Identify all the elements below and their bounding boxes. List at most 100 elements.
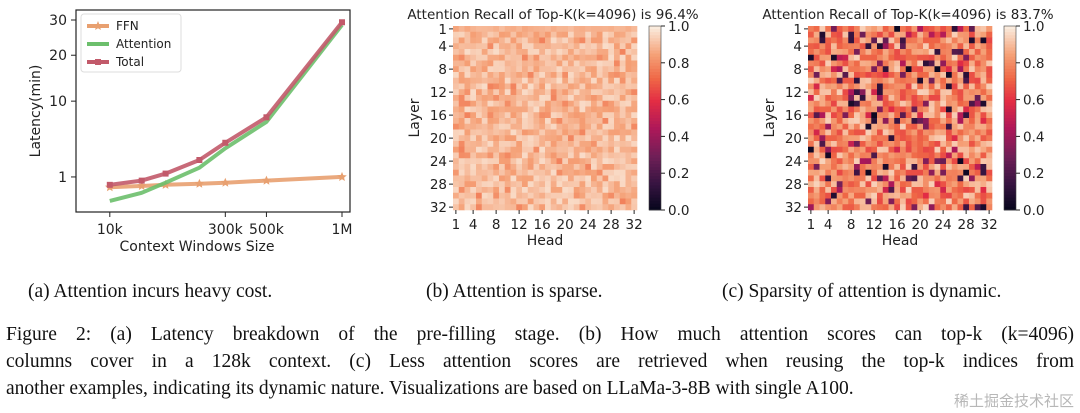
heatmap-cell bbox=[516, 26, 523, 33]
heatmap-cell bbox=[602, 49, 609, 56]
heatmap-cell bbox=[533, 60, 540, 67]
heatmap-cell bbox=[946, 95, 953, 102]
heatmap-cell bbox=[510, 37, 517, 44]
heatmap-cell bbox=[848, 106, 855, 113]
heatmap-cell bbox=[882, 83, 889, 90]
heatmap-cell bbox=[813, 204, 820, 211]
heatmap-cell bbox=[591, 89, 598, 96]
heatmap-cell bbox=[888, 72, 895, 79]
colorbar-tick-label: 0.4 bbox=[668, 129, 689, 145]
heatmap-cell bbox=[871, 26, 878, 33]
heatmap-cell bbox=[854, 164, 861, 171]
heatmap-cell bbox=[493, 106, 500, 113]
heatmap-cell bbox=[625, 135, 632, 142]
heatmap-cell bbox=[911, 95, 918, 102]
heatmap-cell bbox=[539, 204, 546, 211]
heatmap-cell bbox=[882, 198, 889, 205]
heatmap-cell bbox=[928, 146, 935, 153]
heatmap-cell bbox=[568, 169, 575, 176]
heatmap-cell bbox=[458, 141, 465, 148]
y-tick-label: 16 bbox=[430, 108, 447, 124]
heatmap-cell bbox=[453, 198, 460, 205]
heatmap-cell bbox=[946, 169, 953, 176]
y-axis-label: Layer bbox=[407, 98, 423, 137]
heatmap-cell bbox=[619, 192, 626, 199]
heatmap-cell bbox=[522, 204, 529, 211]
heatmap-cell bbox=[614, 129, 621, 136]
heatmap-cell bbox=[625, 66, 632, 73]
heatmap-cell bbox=[819, 26, 826, 33]
colorbar-segment bbox=[649, 121, 661, 125]
heatmap-cell bbox=[579, 43, 586, 50]
heatmap-cell bbox=[550, 169, 557, 176]
colorbar-segment bbox=[1004, 35, 1016, 39]
heatmap-cell bbox=[928, 152, 935, 159]
heatmap-cell bbox=[986, 95, 993, 102]
heatmap-cell bbox=[980, 187, 987, 194]
y-tick-label: 16 bbox=[785, 108, 802, 124]
heatmap-cell bbox=[865, 204, 872, 211]
heatmap-cell bbox=[510, 95, 517, 102]
heatmap-cell bbox=[854, 187, 861, 194]
x-tick-label: 24 bbox=[580, 217, 597, 233]
heatmap-cell bbox=[585, 181, 592, 188]
heatmap-cell bbox=[825, 146, 832, 153]
attention-recall-heatmap-static: Attention Recall of Top-K(k=4096) is 96.… bbox=[407, 7, 699, 249]
heatmap-cell bbox=[940, 164, 947, 171]
heatmap-cell bbox=[928, 83, 935, 90]
heatmap-cell bbox=[619, 77, 626, 84]
heatmap-cell bbox=[499, 129, 506, 136]
heatmap-cell bbox=[539, 135, 546, 142]
heatmap-cell bbox=[476, 118, 483, 125]
x-axis-label: Context Windows Size bbox=[120, 239, 275, 255]
heatmap-cell bbox=[940, 66, 947, 73]
heatmap-cell bbox=[923, 60, 930, 67]
heatmap-cell bbox=[859, 77, 866, 84]
heatmap-cell bbox=[499, 100, 506, 107]
heatmap-cell bbox=[545, 158, 552, 165]
heatmap-cell bbox=[951, 152, 958, 159]
heatmap-cell bbox=[464, 60, 471, 67]
heatmap-cell bbox=[882, 135, 889, 142]
heatmap-cell bbox=[579, 129, 586, 136]
heatmap-cell bbox=[614, 89, 621, 96]
heatmap-cell bbox=[859, 169, 866, 176]
heatmap-cell bbox=[928, 169, 935, 176]
heatmap-cell bbox=[504, 37, 511, 44]
heatmap-cell bbox=[951, 187, 958, 194]
heatmap-cell bbox=[969, 43, 976, 50]
heatmap-cell bbox=[453, 26, 460, 33]
heatmap-cell bbox=[974, 175, 981, 182]
heatmap-cell bbox=[842, 129, 849, 136]
heatmap-cell bbox=[974, 204, 981, 211]
heatmap-cell bbox=[940, 141, 947, 148]
heatmap-cell bbox=[476, 169, 483, 176]
heatmap-cell bbox=[842, 77, 849, 84]
heatmap-cell bbox=[848, 192, 855, 199]
heatmap-cell bbox=[865, 83, 872, 90]
heatmap-cell bbox=[934, 77, 941, 84]
heatmap-cell bbox=[951, 175, 958, 182]
heatmap-cell bbox=[516, 158, 523, 165]
heatmap-cell bbox=[917, 112, 924, 119]
heatmap-cell bbox=[585, 192, 592, 199]
colorbar-segment bbox=[649, 167, 661, 171]
heatmap-cell bbox=[836, 175, 843, 182]
heatmap-cell bbox=[888, 141, 895, 148]
heatmap-cell bbox=[888, 169, 895, 176]
heatmap-cell bbox=[453, 129, 460, 136]
heatmap-cell bbox=[619, 141, 626, 148]
heatmap-cell bbox=[865, 129, 872, 136]
heatmap-cell bbox=[888, 192, 895, 199]
heatmap-cell bbox=[453, 181, 460, 188]
heatmap-cell bbox=[836, 43, 843, 50]
heatmap-cell bbox=[464, 152, 471, 159]
heatmap-cell bbox=[848, 169, 855, 176]
heatmap-cell bbox=[470, 43, 477, 50]
heatmap-cell bbox=[579, 123, 586, 130]
heatmap-cell bbox=[614, 66, 621, 73]
heatmap-cell bbox=[980, 192, 987, 199]
heatmap-cell bbox=[481, 100, 488, 107]
heatmap-cell bbox=[499, 77, 506, 84]
heatmap-cell bbox=[470, 192, 477, 199]
